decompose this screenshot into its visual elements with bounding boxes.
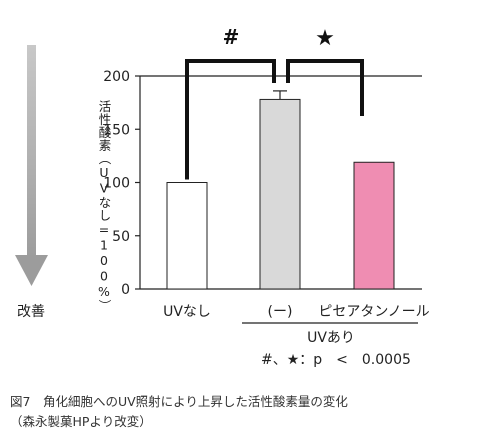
x-tick-label-2: (ー) [268,304,293,320]
improvement-arrow [15,45,48,286]
figure-source: （森永製菓HPより改変） [10,414,152,429]
significance-brackets: # ★ [185,25,364,180]
bar-2 [259,98,301,290]
y-tick-label: 0 [121,282,130,298]
y-tick-label: 200 [103,69,130,85]
y-tick-label: 50 [112,229,130,245]
significance-symbol-2: ★ [315,26,335,51]
group-label: UVあり [307,330,355,346]
improvement-label: 改善 [17,304,45,320]
x-tick-label-3: ピセアタンノール [318,304,429,320]
bar-1 [166,182,208,290]
bars [166,98,395,290]
bar-3 [353,161,395,290]
figure-caption: 図7 角化細胞へのUV照射により上昇した活性酸素量の変化 [10,394,348,409]
x-tick-label-1: UVなし [163,304,211,320]
y-tick-label: 100 [103,176,130,192]
p-value-note: #、★：p < 0.0005 [261,352,411,368]
x-tick-labels: UVなし (ー) ピセアタンノール [163,304,430,320]
y-tick-label: 150 [103,122,130,138]
y-axis-title: 活性酸素（UVなし=100%） [97,100,112,313]
significance-bracket-2 [286,59,364,116]
significance-bracket-1 [185,59,276,180]
significance-symbol-1: # [223,25,240,49]
y-ticks: 0 50 100 150 200 [103,69,140,298]
error-bars [273,90,287,100]
